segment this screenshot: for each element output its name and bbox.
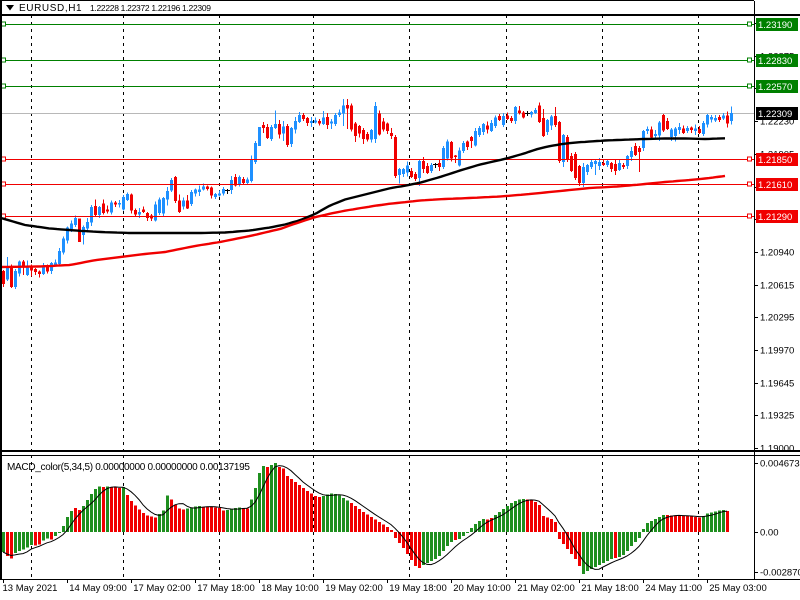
svg-text:MACD_color(5,34,5) 0.00000000: MACD_color(5,34,5) 0.00000000 0.00000000… xyxy=(7,462,250,473)
svg-text:1.21850: 1.21850 xyxy=(758,155,792,166)
svg-text:1.20615: 1.20615 xyxy=(760,281,794,292)
svg-text:13 May 2021: 13 May 2021 xyxy=(3,583,58,594)
svg-text:0.00: 0.00 xyxy=(760,528,779,539)
svg-text:18 May 10:00: 18 May 10:00 xyxy=(261,583,319,594)
svg-text:14 May 09:00: 14 May 09:00 xyxy=(69,583,127,594)
svg-text:17 May 18:00: 17 May 18:00 xyxy=(197,583,255,594)
svg-text:21 May 02:00: 21 May 02:00 xyxy=(517,583,575,594)
svg-text:1.19000: 1.19000 xyxy=(760,444,794,455)
svg-text:21 May 18:00: 21 May 18:00 xyxy=(581,583,639,594)
svg-text:24 May 11:00: 24 May 11:00 xyxy=(645,583,702,594)
svg-text:1.20940: 1.20940 xyxy=(760,248,794,259)
svg-text:1.21610: 1.21610 xyxy=(758,180,792,191)
svg-text:19 May 02:00: 19 May 02:00 xyxy=(325,583,383,594)
svg-text:1.19325: 1.19325 xyxy=(760,411,794,422)
svg-text:1.22830: 1.22830 xyxy=(758,56,792,67)
svg-text:17 May 02:00: 17 May 02:00 xyxy=(133,583,191,594)
svg-text:19 May 18:00: 19 May 18:00 xyxy=(389,583,447,594)
svg-text:1.22228 1.22372 1.22196 1.2230: 1.22228 1.22372 1.22196 1.22309 xyxy=(90,3,211,13)
svg-text:25 May 03:00: 25 May 03:00 xyxy=(709,583,767,594)
svg-text:1.21290: 1.21290 xyxy=(758,212,792,223)
svg-text:1.23190: 1.23190 xyxy=(758,20,792,31)
svg-text:0.00467387: 0.00467387 xyxy=(760,459,800,470)
svg-text:1.22230: 1.22230 xyxy=(760,117,794,128)
svg-text:1.22309: 1.22309 xyxy=(758,109,792,120)
svg-text:1.19970: 1.19970 xyxy=(760,346,794,357)
svg-text:1.19645: 1.19645 xyxy=(760,379,794,390)
svg-text:-0.0028707: -0.0028707 xyxy=(760,568,800,579)
svg-text:20 May 10:00: 20 May 10:00 xyxy=(453,583,511,594)
svg-text:EURUSD,H1: EURUSD,H1 xyxy=(19,3,82,14)
svg-text:1.22570: 1.22570 xyxy=(758,82,792,93)
svg-text:1.20295: 1.20295 xyxy=(760,313,794,324)
